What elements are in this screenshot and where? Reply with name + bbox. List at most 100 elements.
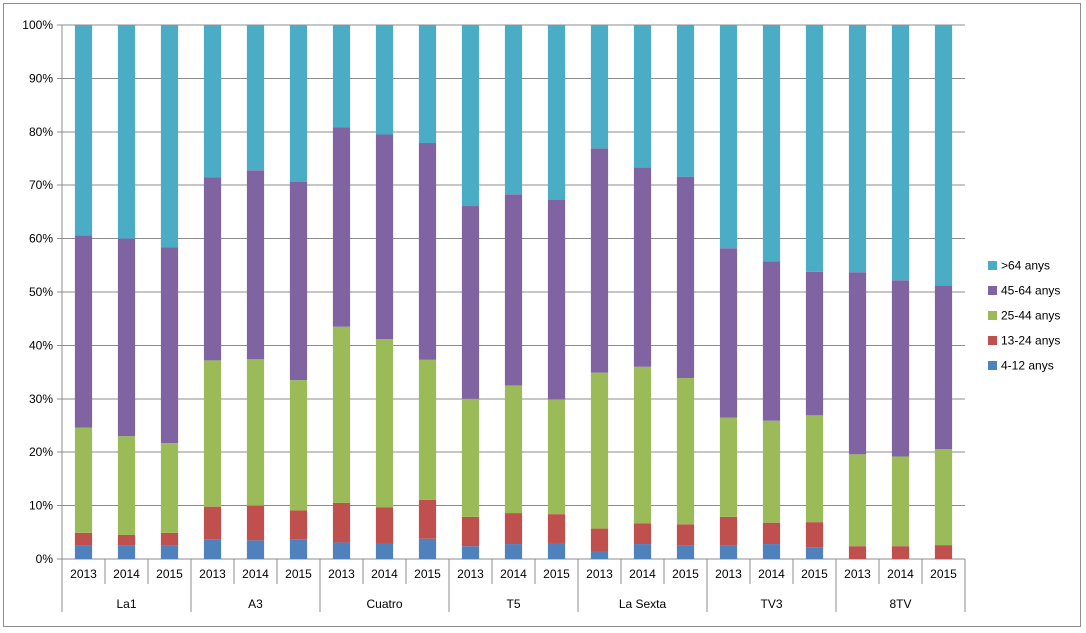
bar-segment-4-12-anys	[74, 545, 93, 559]
bar-segment-64-anys	[246, 25, 265, 171]
bar-segment-25-44-anys	[74, 427, 93, 533]
bar-segment-25-44-anys	[332, 326, 351, 503]
bar-segment-13-24-anys	[762, 522, 781, 545]
x-tick-label-year: 2014	[371, 567, 398, 581]
bar-segment-13-24-anys	[117, 534, 136, 546]
legend-swatch	[988, 361, 997, 370]
bar-segment-4-12-anys	[117, 545, 136, 559]
bar-segment-64-anys	[934, 25, 953, 286]
x-group-label: T5	[506, 597, 520, 611]
x-tick-label-year: 2014	[629, 567, 656, 581]
x-tick-label-year: 2013	[328, 567, 355, 581]
x-group-label: Cuatro	[366, 597, 402, 611]
bar-segment-4-12-anys	[633, 544, 652, 559]
bar-segment-13-24-anys	[289, 510, 308, 540]
bar-segment-45-64-anys	[676, 176, 695, 378]
y-tick-label: 10%	[29, 499, 53, 513]
bar-segment-25-44-anys	[590, 372, 609, 529]
x-tick-label-year: 2014	[500, 567, 527, 581]
bar-segment-64-anys	[676, 25, 695, 177]
bar-segment-45-64-anys	[160, 247, 179, 444]
bar-segment-64-anys	[418, 25, 437, 144]
bar-segment-13-24-anys	[504, 513, 523, 545]
bar-segment-4-12-anys	[762, 544, 781, 559]
legend-entry-label: >64 anys	[1001, 259, 1050, 273]
bar-segment-64-anys	[332, 25, 351, 128]
bar-segment-64-anys	[289, 25, 308, 182]
bar-segment-45-64-anys	[418, 143, 437, 360]
bar-segment-25-44-anys	[418, 359, 437, 500]
bar-segment-45-64-anys	[461, 206, 480, 399]
bar-segment-13-24-anys	[375, 507, 394, 544]
bar-segment-45-64-anys	[590, 148, 609, 373]
x-tick-label-year: 2013	[715, 567, 742, 581]
x-tick-label-year: 2015	[672, 567, 699, 581]
bar-segment-45-64-anys	[891, 280, 910, 457]
bar-segment-45-64-anys	[633, 167, 652, 367]
bar-segment-4-12-anys	[461, 546, 480, 559]
y-tick-label: 40%	[29, 338, 53, 352]
bar-segment-25-44-anys	[117, 436, 136, 535]
bar-segment-13-24-anys	[203, 506, 222, 540]
bar-segment-4-12-anys	[160, 545, 179, 559]
x-tick-label-year: 2015	[285, 567, 312, 581]
bar-segment-4-12-anys	[676, 545, 695, 559]
x-tick-label-year: 2013	[70, 567, 97, 581]
bar-segment-64-anys	[590, 25, 609, 149]
x-tick-label-year: 2015	[930, 567, 957, 581]
y-tick-label: 70%	[29, 178, 53, 192]
x-tick-label-year: 2014	[113, 567, 140, 581]
bar-segment-64-anys	[891, 25, 910, 281]
bar-segment-45-64-anys	[246, 170, 265, 360]
bar-segment-25-44-anys	[160, 443, 179, 533]
x-tick-label-year: 2014	[758, 567, 785, 581]
bar-segment-13-24-anys	[934, 545, 953, 559]
bar-segment-45-64-anys	[332, 127, 351, 327]
bar-segment-4-12-anys	[332, 542, 351, 559]
legend-entry-label: 45-64 anys	[1001, 284, 1060, 298]
y-tick-label: 30%	[29, 392, 53, 406]
bar-segment-25-44-anys	[848, 454, 867, 547]
x-tick-label-year: 2013	[586, 567, 613, 581]
x-group-label: 8TV	[889, 597, 911, 611]
bar-segment-45-64-anys	[934, 285, 953, 449]
bar-segment-64-anys	[160, 25, 179, 248]
bar-segment-64-anys	[74, 25, 93, 236]
bar-segment-45-64-anys	[74, 235, 93, 428]
y-tick-label: 20%	[29, 445, 53, 459]
bar-segment-64-anys	[848, 25, 867, 273]
bar-segment-25-44-anys	[719, 417, 738, 517]
bar-segment-25-44-anys	[461, 398, 480, 517]
bar-segment-13-24-anys	[74, 532, 93, 546]
bar-segment-4-12-anys	[719, 545, 738, 559]
bar-segment-25-44-anys	[203, 360, 222, 507]
bar-segment-64-anys	[504, 25, 523, 195]
bar-segment-25-44-anys	[547, 399, 566, 515]
bar-segment-45-64-anys	[848, 272, 867, 455]
bar-segment-45-64-anys	[805, 271, 824, 416]
legend-swatch	[988, 311, 997, 320]
bar-segment-13-24-anys	[848, 546, 867, 559]
bar-segment-45-64-anys	[289, 181, 308, 381]
bar-segment-64-anys	[719, 25, 738, 249]
bar-segment-45-64-anys	[117, 238, 136, 437]
bar-segment-64-anys	[805, 25, 824, 272]
bar-segment-13-24-anys	[246, 505, 265, 541]
y-tick-label: 0%	[36, 552, 54, 566]
bar-segment-4-12-anys	[590, 550, 609, 559]
y-tick-label: 60%	[29, 232, 53, 246]
y-tick-label: 50%	[29, 285, 53, 299]
bar-segment-45-64-anys	[547, 199, 566, 400]
bar-segment-25-44-anys	[891, 456, 910, 547]
bar-segment-25-44-anys	[375, 338, 394, 508]
bar-segment-13-24-anys	[160, 532, 179, 546]
bar-segment-25-44-anys	[633, 366, 652, 524]
x-tick-label-year: 2015	[414, 567, 441, 581]
x-group-label: La1	[116, 597, 136, 611]
bar-segment-25-44-anys	[504, 385, 523, 514]
bar-segment-13-24-anys	[461, 516, 480, 547]
bar-segment-13-24-anys	[719, 516, 738, 546]
x-tick-label-year: 2014	[887, 567, 914, 581]
x-tick-label-year: 2015	[801, 567, 828, 581]
